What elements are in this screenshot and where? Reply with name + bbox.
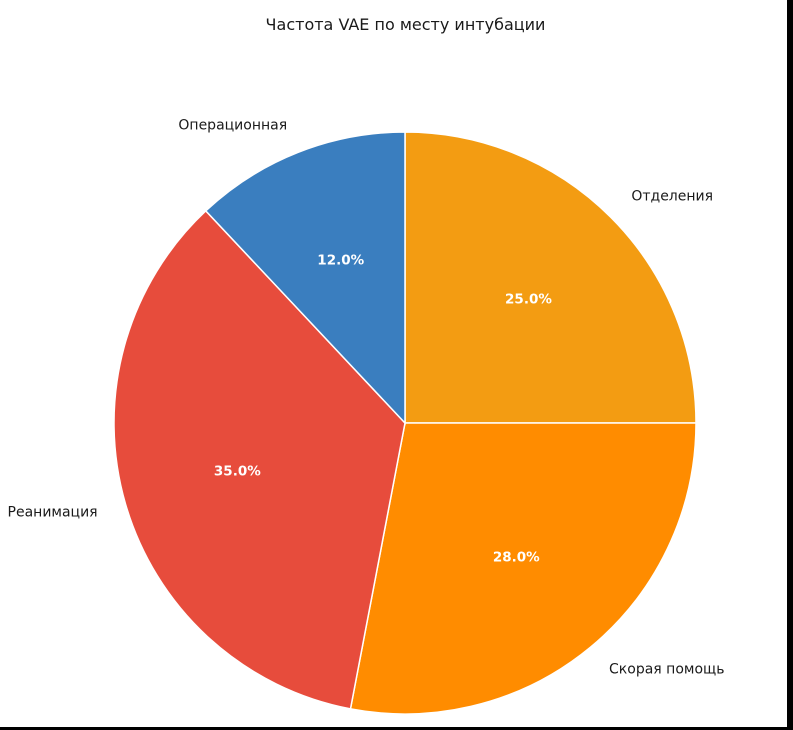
pie-slice-1 bbox=[349, 422, 697, 715]
pie-slices bbox=[113, 131, 697, 715]
pie-category-label-2: Реанимация bbox=[8, 504, 98, 520]
pie-pct-label-1: 28.0% bbox=[493, 550, 540, 566]
pie-slice-3 bbox=[204, 131, 406, 425]
pie-category-label-0: Отделения bbox=[631, 189, 713, 205]
chart-title: Частота VAE по месту интубации bbox=[265, 15, 546, 34]
pie-slice-2 bbox=[113, 209, 406, 710]
pie-pct-label-0: 25.0% bbox=[505, 292, 552, 308]
pie-slice-0 bbox=[404, 131, 697, 424]
pie-labels: 25.0% Отделения 28.0% Скорая помощь 35.0% Реа… bbox=[8, 117, 725, 677]
pie-category-label-1: Скорая помощь bbox=[609, 662, 724, 678]
pie-pct-label-2: 35.0% bbox=[214, 464, 261, 480]
pie-category-label-3: Операционная bbox=[178, 117, 287, 133]
pie-pct-label-3: 12.0% bbox=[317, 253, 364, 269]
